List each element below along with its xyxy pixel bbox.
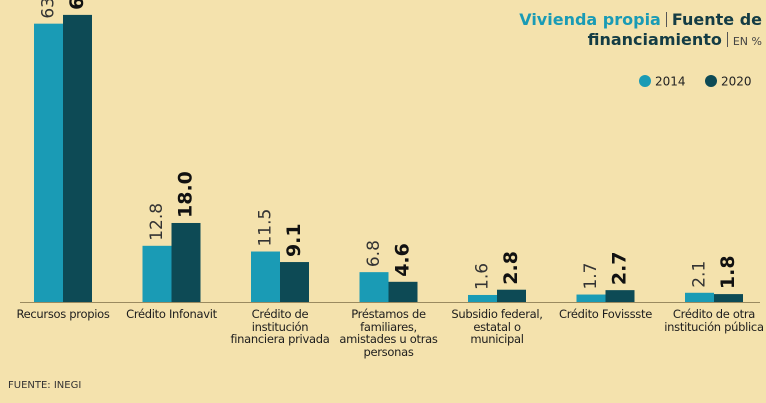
value-label: 11.5: [256, 209, 276, 247]
legend-label: 2014: [655, 75, 686, 89]
separator: [665, 12, 667, 27]
x-tick-label: Préstamos de familiares, amistades u otr…: [339, 307, 438, 359]
value-label: 9.1: [283, 223, 305, 257]
unit-label: EN %: [732, 35, 762, 48]
bar: [605, 290, 635, 302]
x-tick-label: Recursos propios: [16, 307, 110, 321]
bar: [576, 294, 606, 302]
source: FUENTE: INEGI: [8, 380, 82, 391]
bar: [359, 272, 389, 302]
bar: [685, 292, 714, 302]
chart-subtitle: Fuente de financiamiento: [587, 10, 762, 49]
legend-swatch: [639, 75, 651, 87]
x-tick-label: Crédito Infonavit: [126, 307, 217, 321]
chart-title: Vivienda propia: [519, 10, 661, 29]
value-label: 63.4: [39, 0, 59, 19]
value-label: 1.6: [473, 263, 493, 290]
value-label: 18.0: [175, 171, 197, 218]
bar: [497, 289, 526, 302]
bar: [468, 294, 497, 302]
x-tick-label: Crédito de institución financiera privad…: [230, 307, 330, 346]
x-tick-label: Subsidio federal, estatal o municipal: [451, 307, 543, 346]
value-label: 2.7: [609, 251, 631, 285]
bar: [388, 281, 418, 302]
bar: [34, 23, 63, 302]
value-label: 6.8: [364, 240, 384, 267]
value-label: 2.1: [690, 261, 710, 288]
bar: [280, 262, 309, 302]
separator: [726, 32, 728, 47]
value-label: 1.8: [717, 255, 739, 289]
value-label: 2.8: [500, 251, 522, 285]
value-label: 1.7: [581, 262, 601, 289]
bar: [142, 245, 172, 302]
title-block: Vivienda propia Fuente de financiamiento E…: [512, 10, 762, 52]
value-label: 65.4: [66, 0, 88, 10]
x-tick-label: Crédito Fovissste: [559, 307, 652, 321]
bar: [171, 222, 201, 302]
bar: [63, 14, 92, 302]
x-tick-label: Crédito de otra institución pública: [664, 307, 764, 334]
bar: [714, 294, 743, 302]
value-label: 4.6: [392, 243, 414, 277]
bar: [251, 251, 280, 302]
legend-label: 2020: [721, 75, 752, 89]
legend-swatch: [705, 75, 717, 87]
value-label: 12.8: [147, 203, 167, 241]
